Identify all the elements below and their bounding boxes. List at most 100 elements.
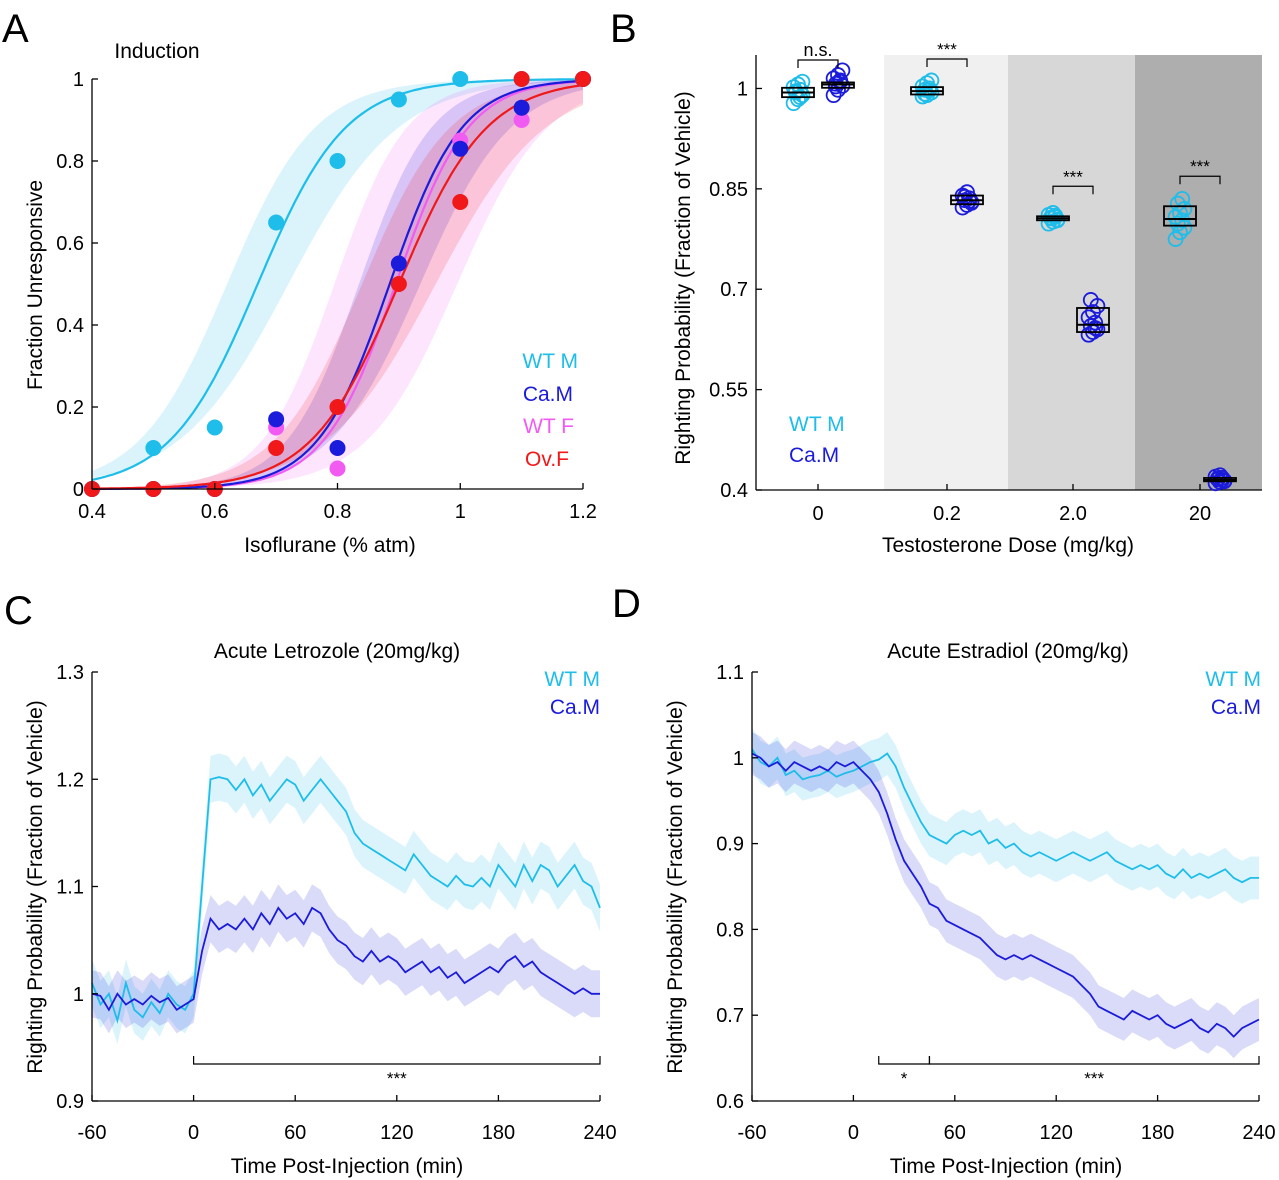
- panel-a-y-tick-label: 0.8: [56, 151, 84, 173]
- panel-b-point-ca-m: [1082, 292, 1099, 308]
- panel-b-sig-bracket: [926, 58, 968, 67]
- panel-a-point-wt-m: [268, 214, 285, 231]
- panel-c-y-tick-label: 1.2: [56, 769, 84, 791]
- panel-a-ci-band-ca-m: [92, 79, 583, 489]
- panel-a-y-tick-label: 0: [73, 479, 84, 501]
- panel-a-y-tick-label: 1: [73, 69, 84, 91]
- panel-b-sig-label: ***: [937, 40, 957, 59]
- panel-a-point-ov-f: [452, 194, 469, 210]
- panel-c-line-ca-m: [91, 906, 600, 1012]
- panel-a-point-wt-f: [329, 460, 346, 477]
- panel-d-sig-label: *: [901, 1069, 908, 1088]
- panel-a-legend-wt-f: WT F: [523, 415, 574, 438]
- panel-d-y-tick-label: 0.9: [716, 834, 744, 856]
- panel-b-x-tick-label: 20: [1189, 503, 1211, 525]
- panel-b-y-tick-label: 0.7: [720, 279, 748, 301]
- panel-d-sig-label: ***: [1084, 1069, 1104, 1088]
- panel-c-x-tick-label: 120: [380, 1122, 413, 1144]
- panel-a-legend-wt-m: WT M: [522, 350, 578, 373]
- panel-c-sig-label: ***: [387, 1069, 407, 1088]
- panel-letter-b: B: [610, 7, 637, 51]
- panel-c-y-tick-label: 1.1: [56, 877, 84, 899]
- panel-a-point-ca-m: [452, 140, 469, 157]
- panel-a-point-ov-f: [513, 71, 530, 87]
- panel-c-y-tick-label: 1.3: [56, 662, 84, 684]
- panel-b-x-tick-label: 2.0: [1059, 503, 1087, 525]
- panel-b-point-ca-m: [1087, 320, 1104, 336]
- panel-b-box-ca-m: [1076, 307, 1110, 333]
- panel-a-point-ov-f: [575, 71, 591, 87]
- panel-a-fit-curve-wt-m: [91, 78, 584, 481]
- panel-b-point-wt-m: [1169, 215, 1186, 232]
- panel-b-y-tick-label: 1: [737, 78, 748, 100]
- panel-c-sem-band-ca-m: [92, 884, 600, 1034]
- panel-b-legend-wt-m: WT M: [789, 413, 845, 436]
- panel-c-xlabel: Time Post-Injection (min): [231, 1155, 464, 1178]
- panel-b-y-tick-label: 0.85: [709, 179, 748, 201]
- panel-b-dose-background: [1008, 55, 1135, 490]
- panel-c-x-tick-label: 240: [583, 1122, 616, 1144]
- panel-d-ylabel: Righting Probability (Fraction of Vehicl…: [664, 700, 687, 1074]
- panel-d-sig-bracket: [928, 1056, 1260, 1065]
- panel-d-y-tick-label: 0.8: [716, 919, 744, 941]
- panel-d-y-tick-label: 0.6: [716, 1091, 744, 1113]
- panel-d-line-ca-m: [751, 752, 1260, 1038]
- panel-c-x-tick-label: 0: [188, 1122, 199, 1144]
- panel-d-x-tick-label: 60: [944, 1122, 966, 1144]
- panel-a-dose-response: Induction Isoflurane (% atm) Fraction Un…: [24, 40, 597, 557]
- panel-d-title: Acute Estradiol (20mg/kg): [887, 640, 1129, 663]
- panel-c-x-tick-label: -60: [78, 1122, 107, 1144]
- panel-a-x-tick-label: 1.2: [569, 501, 597, 523]
- panel-a-y-tick-label: 0.6: [56, 233, 84, 255]
- panel-d-sem-band-wt-m: [752, 727, 1259, 904]
- panel-c-letrozole: Acute Letrozole (20mg/kg) Time Post-Inje…: [24, 640, 617, 1178]
- panel-b-x-tick-label: 0.2: [933, 503, 961, 525]
- panel-c-x-tick-label: 180: [482, 1122, 515, 1144]
- panel-c-line-wt-m: [91, 776, 601, 1025]
- panel-b-sig-bracket: [1052, 185, 1094, 195]
- panel-a-y-tick-label: 0.4: [56, 315, 84, 337]
- panel-d-x-tick-label: 240: [1242, 1122, 1275, 1144]
- panel-letter-c: C: [4, 589, 33, 633]
- panel-a-point-wt-m: [145, 440, 162, 456]
- panel-b-x-tick-label: 0: [812, 503, 823, 525]
- panel-d-x-tick-label: 180: [1141, 1122, 1174, 1144]
- panel-c-sig-bracket: [193, 1056, 601, 1065]
- panel-d-sig-bracket: [878, 1056, 931, 1065]
- panel-c-ylabel: Righting Probability (Fraction of Vehicl…: [24, 700, 47, 1074]
- panel-b-testosterone-dose: Testosterone Dose (mg/kg) Righting Proba…: [672, 40, 1262, 557]
- panel-b-sig-label: ***: [1190, 157, 1210, 176]
- panel-a-point-ca-m: [513, 99, 530, 116]
- panel-d-line-wt-m: [751, 748, 1259, 884]
- panel-a-title: Induction: [114, 40, 199, 63]
- panel-b-y-tick-label: 0.55: [709, 380, 748, 402]
- panel-a-point-wt-m: [452, 71, 469, 87]
- panel-a-point-ov-f: [390, 276, 407, 292]
- panel-b-dose-background: [884, 55, 1008, 490]
- panel-b-box-wt-m: [1163, 205, 1197, 227]
- panel-a-ci-band-wt-f: [92, 79, 583, 489]
- panel-c-x-tick-label: 60: [284, 1122, 306, 1144]
- panel-a-point-ov-f: [268, 440, 285, 456]
- panel-d-x-tick-label: -60: [738, 1122, 767, 1144]
- panel-c-legend-ca-m: Ca.M: [550, 696, 600, 719]
- panel-a-point-ca-m: [329, 440, 346, 456]
- panel-a-point-wt-m: [390, 91, 407, 108]
- panel-c-legend-wt-m: WT M: [544, 668, 600, 691]
- panel-d-xlabel: Time Post-Injection (min): [890, 1155, 1123, 1178]
- panel-b-y-tick-label: 0.4: [720, 480, 748, 502]
- panel-b-dose-background: [1135, 55, 1262, 490]
- panel-b-point-wt-m: [1169, 195, 1186, 212]
- panel-a-point-ca-m: [268, 411, 285, 428]
- panel-b-point-ca-m: [834, 62, 851, 79]
- panel-b-sig-label: n.s.: [803, 40, 832, 60]
- panel-a-x-tick-label: 1: [455, 501, 466, 523]
- panel-c-y-tick-label: 0.9: [56, 1091, 84, 1113]
- panel-a-point-wt-m: [329, 153, 346, 169]
- panel-d-estradiol: Acute Estradiol (20mg/kg) Time Post-Inje…: [664, 640, 1276, 1178]
- panel-a-ci-band-ov-f: [92, 81, 583, 489]
- panel-b-sig-bracket: [1179, 175, 1221, 185]
- panel-a-xlabel: Isoflurane (% atm): [244, 534, 416, 557]
- panel-d-legend-wt-m: WT M: [1205, 668, 1261, 691]
- panel-a-point-ca-m: [390, 255, 407, 272]
